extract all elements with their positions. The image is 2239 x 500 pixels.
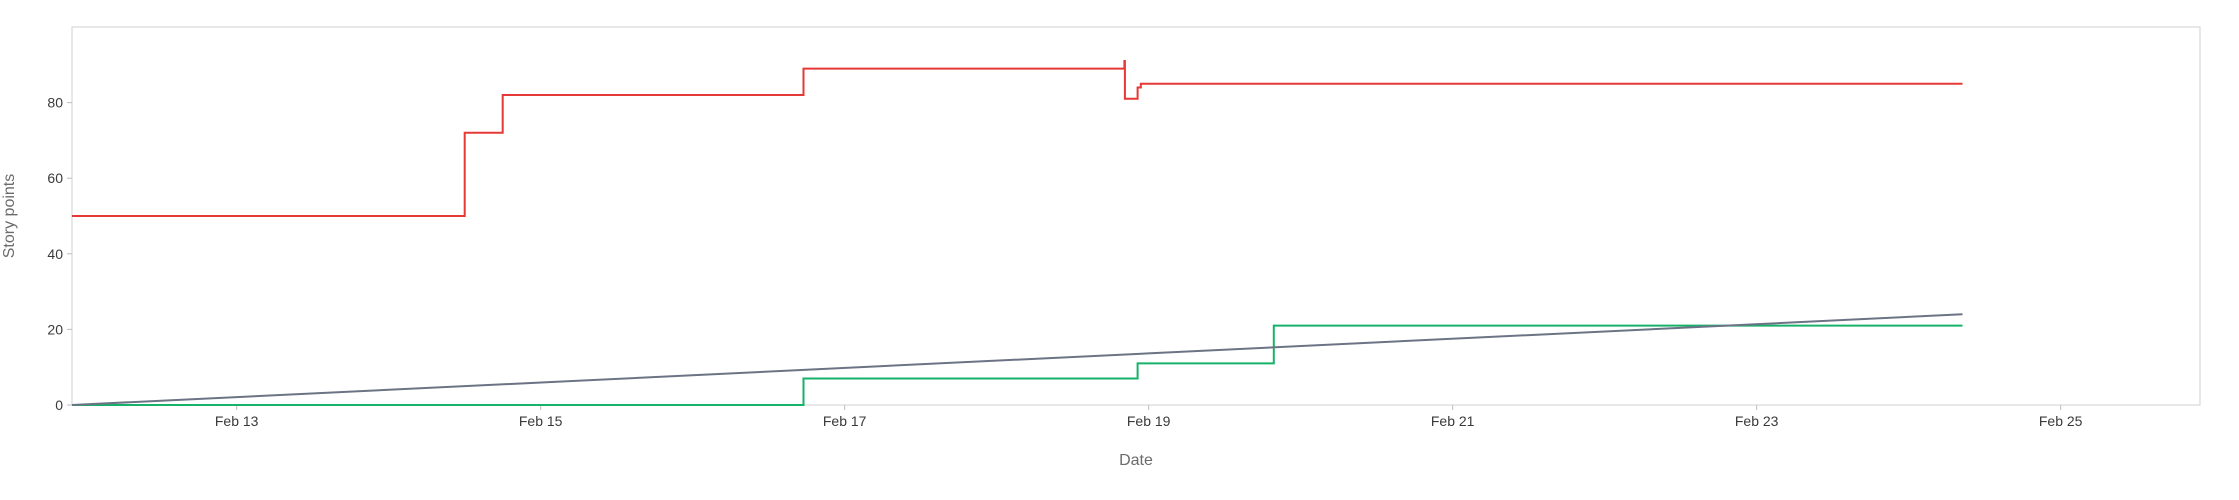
series-line-1: [72, 324, 1963, 406]
y-tick-label: 40: [47, 246, 63, 262]
x-tick-label: Feb 13: [215, 413, 259, 429]
x-axis-title: Date: [1119, 452, 1153, 469]
x-tick-label: Feb 17: [823, 413, 867, 429]
series-line-0: [72, 60, 1963, 217]
y-tick-label: 60: [47, 170, 63, 186]
x-tick-label: Feb 21: [1431, 413, 1475, 429]
x-tick-label: Feb 23: [1735, 413, 1779, 429]
x-tick-label: Feb 25: [2039, 413, 2083, 429]
x-tick-label: Feb 15: [519, 413, 563, 429]
y-tick-label: 20: [47, 321, 63, 337]
series-line-2: [71, 313, 1963, 406]
y-tick-label: 0: [55, 397, 63, 413]
x-tick-label: Feb 19: [1127, 413, 1171, 429]
y-axis-title: Story points: [1, 174, 18, 258]
y-tick-label: 80: [47, 95, 63, 111]
